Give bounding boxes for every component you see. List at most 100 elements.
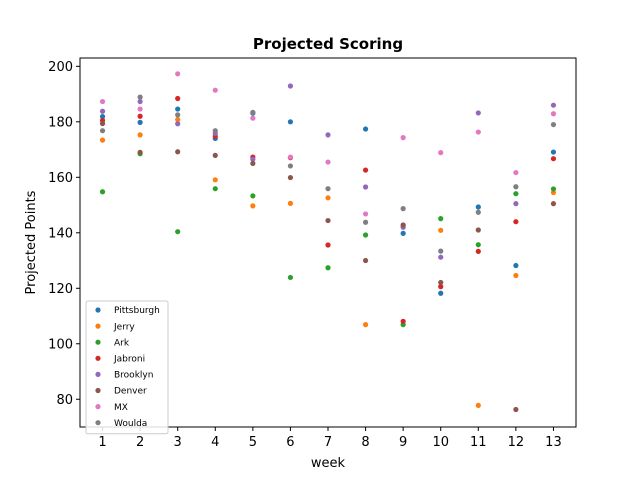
data-point-woulda-week-4 [212, 128, 218, 134]
data-point-woulda-week-8 [362, 219, 369, 225]
data-point-woulda-week-10 [438, 248, 444, 254]
x-tick-label: 8 [361, 435, 369, 450]
data-point-woulda-week-5 [250, 109, 256, 115]
data-point-brooklyn-week-13 [550, 102, 557, 108]
data-point-pittsburgh-week-9 [400, 230, 406, 236]
data-point-mx-week-1 [99, 98, 106, 105]
data-point-jabroni-week-13 [550, 156, 557, 162]
data-point-ark-week-1 [99, 189, 106, 195]
data-point-jerry-week-10 [438, 227, 444, 233]
data-point-jabroni-week-11 [475, 248, 481, 254]
data-point-jerry-week-11 [475, 402, 481, 408]
data-point-mx-week-11 [475, 129, 481, 135]
data-point-ark-week-5 [250, 193, 256, 199]
data-point-pittsburgh-week-12 [513, 262, 519, 269]
data-point-brooklyn-week-1 [99, 108, 106, 114]
data-point-pittsburgh-week-3 [175, 106, 181, 112]
data-point-mx-week-6 [287, 154, 294, 160]
legend-label: Woulda [114, 419, 147, 429]
x-tick-label: 9 [399, 435, 407, 450]
data-point-brooklyn-week-12 [513, 201, 519, 207]
data-point-denver-week-12 [513, 406, 519, 413]
data-point-denver-week-2 [137, 149, 143, 155]
x-tick-label: 5 [249, 435, 257, 450]
data-point-denver-week-4 [212, 152, 218, 158]
data-point-woulda-week-6 [287, 163, 294, 169]
legend-label: Ark [114, 338, 130, 348]
data-point-woulda-week-3 [175, 112, 181, 118]
data-point-mx-week-3 [175, 71, 181, 77]
y-tick-label: 180 [48, 115, 73, 130]
data-point-mx-week-7 [325, 159, 331, 165]
data-point-denver-week-7 [325, 217, 331, 224]
data-point-ark-week-13 [550, 186, 557, 192]
data-point-woulda-week-11 [475, 209, 481, 215]
legend-marker [95, 355, 101, 361]
data-point-pittsburgh-week-11 [475, 204, 481, 210]
legend-box [85, 300, 169, 435]
x-tick-label: 11 [470, 435, 487, 450]
x-tick-label: 4 [211, 435, 219, 450]
y-tick-label: 200 [48, 60, 73, 75]
x-tick-label: 13 [545, 435, 562, 450]
data-point-jabroni-week-2 [137, 113, 143, 119]
data-point-woulda-week-2 [137, 94, 143, 100]
data-point-jerry-week-12 [513, 272, 519, 279]
data-point-woulda-week-12 [513, 184, 519, 190]
y-tick-label: 120 [48, 282, 73, 297]
chart-title: Projected Scoring [253, 35, 403, 53]
data-point-brooklyn-week-3 [175, 121, 181, 127]
data-point-pittsburgh-week-10 [438, 290, 444, 296]
data-point-ark-week-6 [287, 274, 294, 281]
legend-label: Denver [114, 387, 147, 397]
x-tick-label: 1 [98, 435, 106, 450]
data-point-jabroni-week-3 [175, 95, 181, 102]
data-point-woulda-week-13 [550, 121, 557, 128]
data-point-denver-week-1 [99, 120, 106, 127]
y-tick-label: 100 [48, 337, 73, 352]
legend-label: Pittsburgh [114, 306, 160, 316]
x-axis-label: week [311, 456, 346, 471]
data-point-jabroni-week-10 [438, 284, 444, 290]
legend-marker [95, 323, 101, 329]
data-point-denver-week-3 [175, 149, 181, 155]
data-point-pittsburgh-week-13 [550, 149, 557, 155]
data-point-mx-week-2 [137, 106, 143, 112]
x-tick-label: 10 [432, 435, 449, 450]
data-point-denver-week-8 [362, 257, 369, 264]
data-point-denver-week-11 [475, 227, 481, 233]
data-point-mx-week-13 [550, 111, 557, 117]
legend-marker [95, 371, 101, 377]
data-point-jerry-week-13 [550, 189, 557, 196]
legend-label: Jabroni [113, 355, 145, 365]
data-point-ark-week-4 [212, 186, 218, 192]
data-point-mx-week-12 [513, 169, 519, 176]
data-point-denver-week-13 [550, 201, 557, 207]
legend-marker [95, 387, 101, 394]
data-point-brooklyn-week-10 [438, 254, 444, 260]
data-point-pittsburgh-week-1 [99, 113, 106, 120]
data-point-jabroni-week-12 [513, 219, 519, 225]
data-point-jerry-week-5 [250, 203, 256, 209]
data-point-ark-week-11 [475, 242, 481, 248]
data-point-jabroni-week-7 [325, 242, 331, 248]
data-point-brooklyn-week-5 [250, 156, 256, 162]
x-tick-label: 2 [136, 435, 144, 450]
x-tick-label: 7 [324, 435, 332, 450]
data-point-pittsburgh-week-2 [137, 119, 143, 125]
data-point-jerry-week-6 [287, 200, 294, 206]
data-point-ark-week-7 [325, 265, 331, 271]
data-point-woulda-week-7 [325, 186, 331, 192]
data-point-ark-week-12 [513, 191, 519, 197]
data-point-mx-week-10 [438, 150, 444, 156]
data-point-woulda-week-1 [99, 128, 106, 134]
data-point-ark-week-8 [362, 232, 369, 238]
data-point-denver-week-5 [250, 160, 256, 167]
legend-marker [95, 420, 101, 426]
y-tick-label: 160 [48, 171, 73, 186]
data-point-jabroni-week-8 [362, 167, 369, 173]
data-point-jerry-week-2 [137, 132, 143, 138]
data-point-mx-week-9 [400, 135, 406, 141]
x-tick-label: 6 [286, 435, 294, 450]
data-point-brooklyn-week-6 [287, 83, 294, 89]
